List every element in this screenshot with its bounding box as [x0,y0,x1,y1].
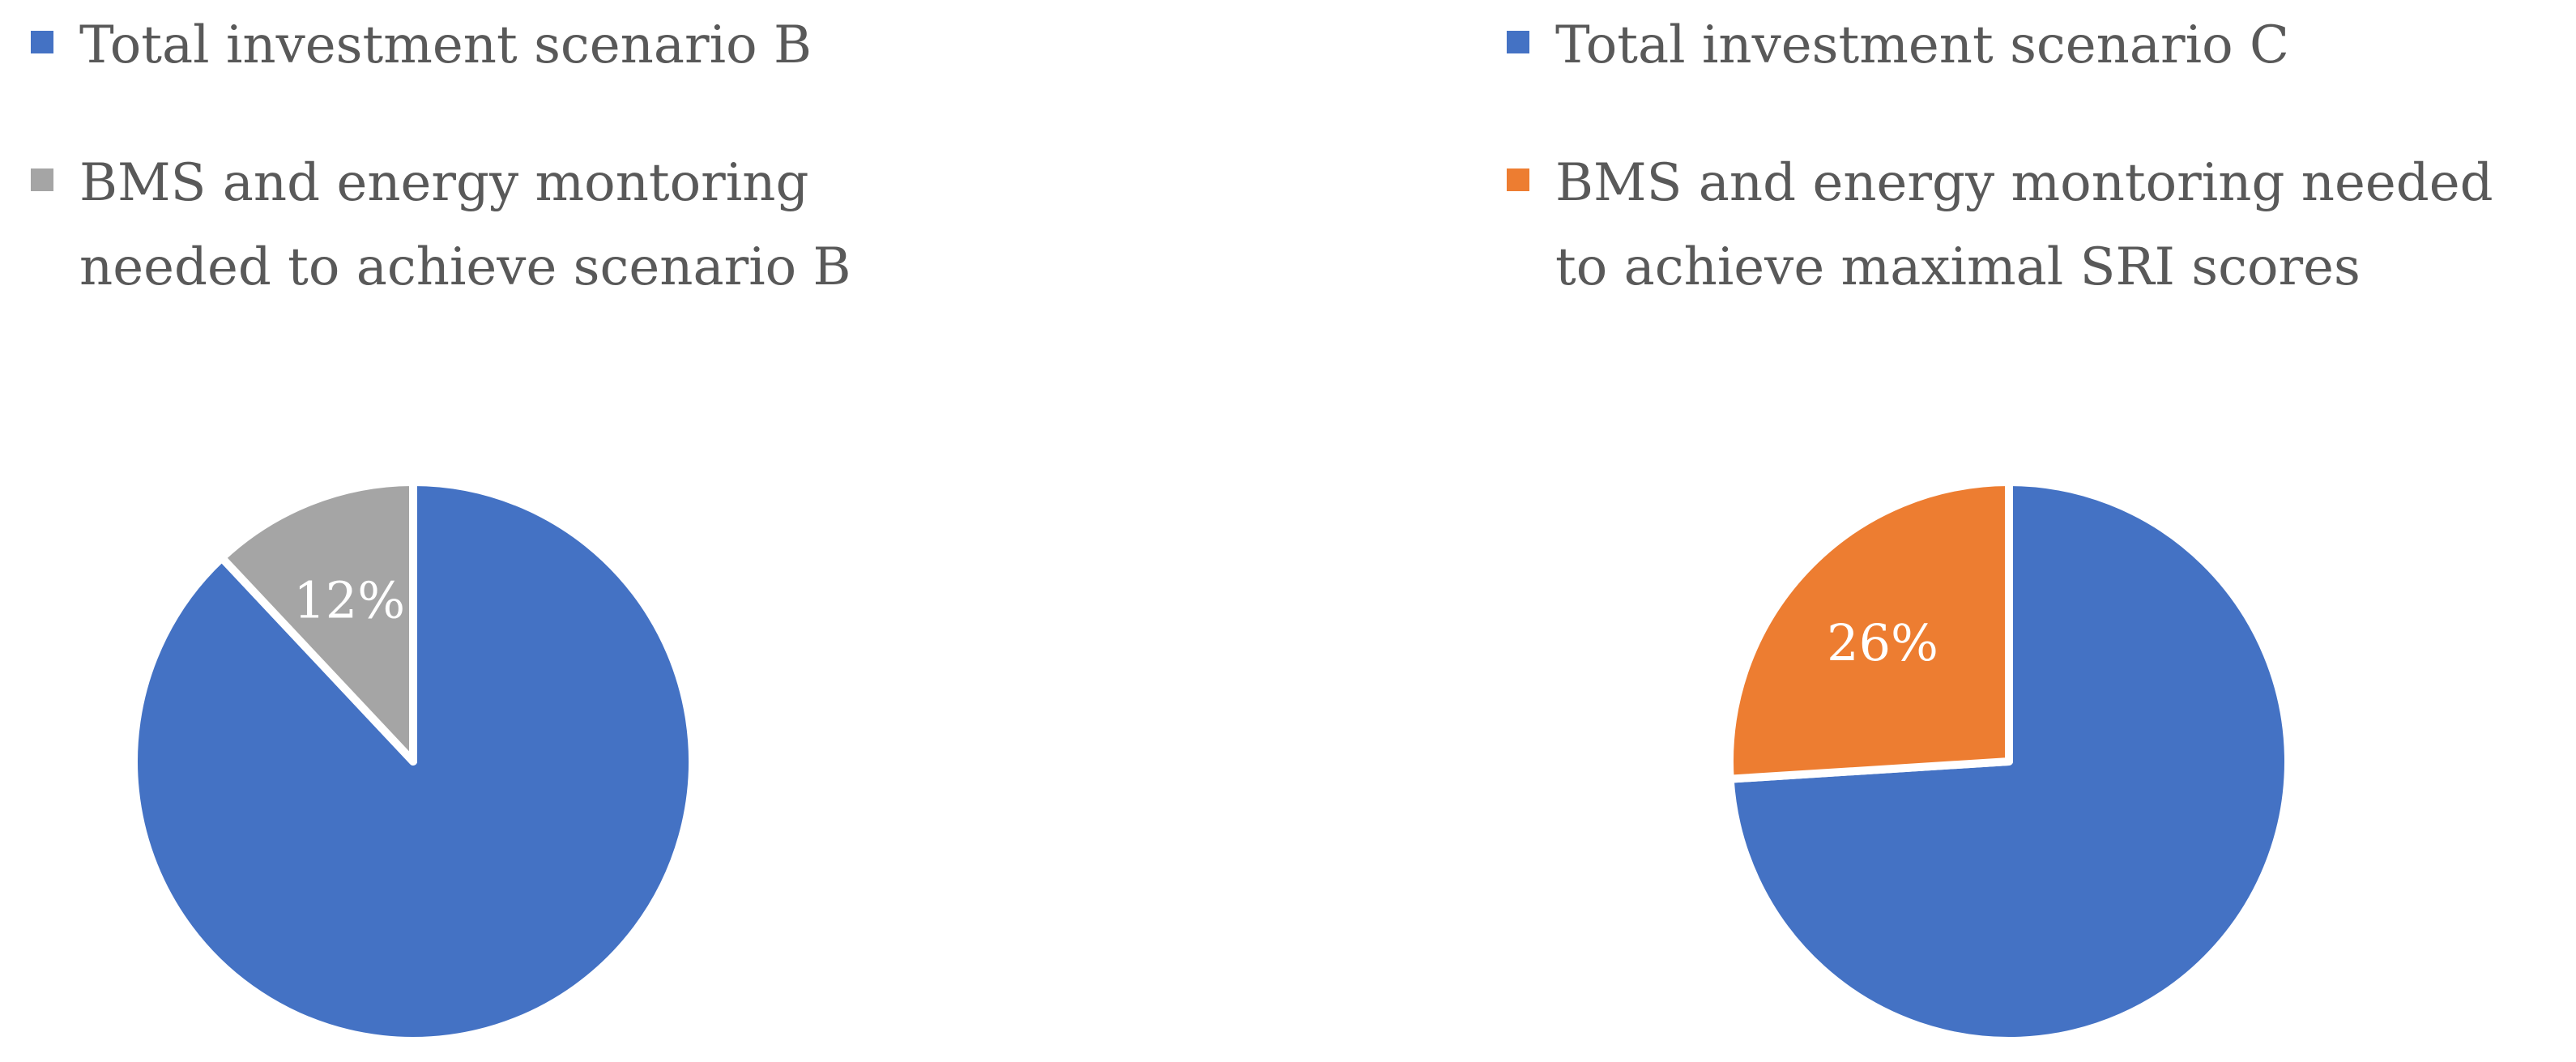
legend-item-total-investment-b: Total investment scenario B [31,3,1262,87]
legend-marker-bms-b [31,168,53,191]
pie-data-label-1-1: 26% [1827,613,1938,672]
pie-slice-1-1 [1725,478,2013,783]
chart-scenario-c: Total investment scenario C BMS and ener… [1288,0,2576,1062]
pie-chart-scenario-b: 12% [130,478,697,1045]
chart-scenario-b: Total investment scenario B BMS and ener… [31,3,1262,1045]
legend-label-bms-c: BMS and energy montoring needed to achie… [1555,153,2493,297]
legend-item-bms-b: BMS and energy montoring needed to achie… [31,141,906,309]
pie-data-label-0-1: 12% [293,571,405,630]
legend-item-bms-c: BMS and energy montoring needed to achie… [1507,141,2560,309]
legend-item-total-investment-c: Total investment scenario C [1507,3,2560,87]
legend-marker-total-investment-b [31,31,53,53]
legend-label-bms-b: BMS and energy montoring needed to achie… [79,153,851,297]
legend-label-total-investment-c: Total investment scenario C [1555,15,2289,75]
legend-marker-bms-c [1507,168,1529,191]
pie-chart-scenario-c: 26% [1725,478,2292,1045]
pie-slice-0-1 [217,478,417,766]
legend-marker-total-investment-c [1507,31,1529,53]
legend-label-total-investment-b: Total investment scenario B [79,15,812,75]
